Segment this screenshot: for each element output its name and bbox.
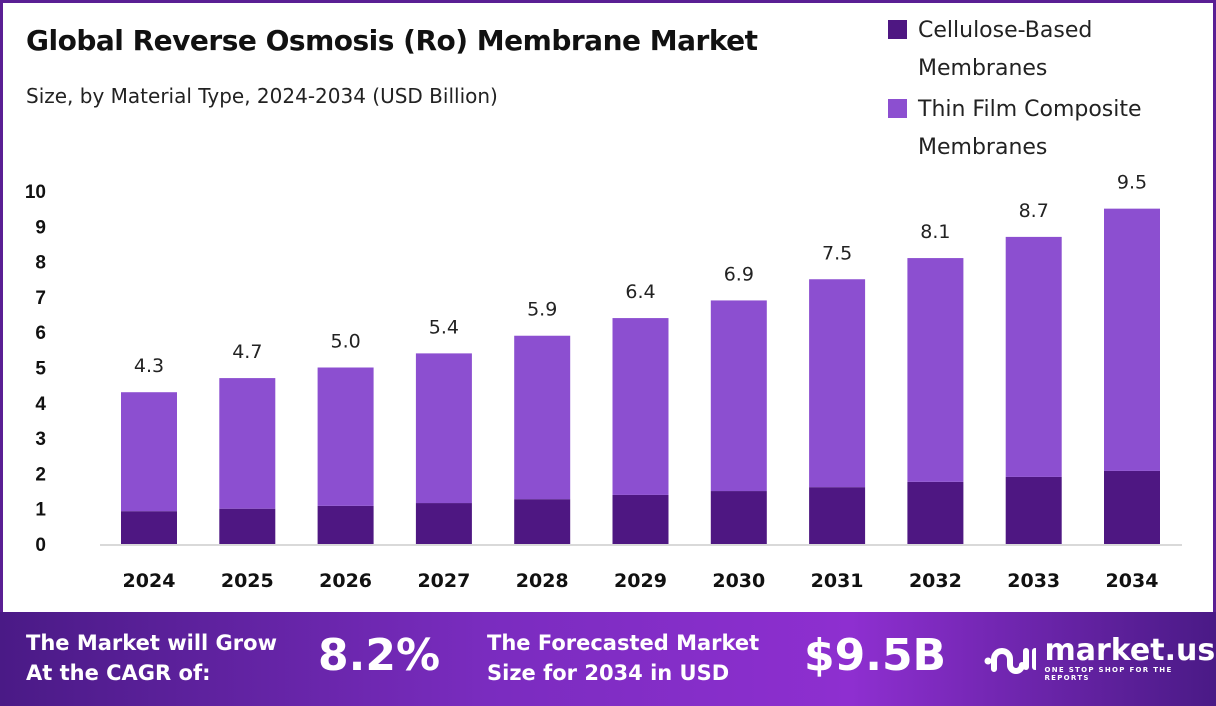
market-size-value: $9.5B [804,630,947,681]
bar-segment-cellulose [710,491,767,544]
bar-segment-cellulose [907,481,964,544]
legend-swatch [888,20,907,39]
y-tick-label: 8 [35,253,46,274]
x-tick-label: 2024 [123,570,176,592]
x-tick-label: 2034 [1106,570,1159,592]
y-tick-label: 0 [35,535,46,556]
logo-icon [984,648,1037,674]
bar-segment-cellulose [121,511,177,544]
y-tick-label: 10 [25,182,46,203]
bar-segment-cellulose [612,494,669,544]
market-size-label: The Forecasted Market Size for 2034 in U… [487,631,760,685]
y-tick-label: 2 [35,464,46,485]
y-tick-label: 1 [35,500,46,521]
x-tick-label: 2030 [712,570,765,592]
total-label: 8.7 [1019,200,1049,222]
total-label: 9.5 [1117,172,1147,194]
total-label: 7.5 [822,242,852,264]
x-tick-label: 2029 [614,570,667,592]
y-tick-label: 6 [35,323,46,344]
bar-segment-thin-film [1104,208,1160,471]
bar-segment-thin-film [317,367,374,506]
bar-segment-cellulose [1104,470,1160,544]
total-label: 8.1 [920,221,950,243]
x-tick-label: 2028 [516,570,569,592]
bar-segment-cellulose [219,508,276,544]
legend-item-thin-film: Thin Film Composite Membranes [888,91,1208,167]
x-tick-label: 2033 [1007,570,1060,592]
bar-chart: 0 1 2 3 4 5 6 7 8 9 10 4.3 2024 4.7 2025 5.0 2026 5.4 2027… [25,172,1182,592]
total-label: 5.9 [527,299,557,321]
summary-banner: The Market will Grow At the CAGR of: 8.2… [0,612,1216,706]
total-label: 6.4 [625,281,655,303]
x-tick-label: 2026 [319,570,372,592]
legend: Cellulose-Based Membranes Thin Film Comp… [888,12,1208,170]
total-label: 6.9 [724,263,754,285]
logo-name: market.us [1044,633,1216,668]
bar-segment-thin-film [415,353,472,504]
cagr-label: The Market will Grow At the CAGR of: [26,631,277,685]
legend-label: Cellulose-Based Membranes [918,18,1093,81]
cagr-value: 8.2% [318,630,441,681]
total-label: 5.0 [330,331,360,353]
bar-segment-thin-film [219,378,276,509]
bar-segment-thin-film [809,279,866,488]
bar-segment-thin-film [612,318,669,495]
x-tick-label: 2031 [811,570,864,592]
y-tick-label: 9 [35,217,46,238]
y-tick-label: 3 [35,429,46,450]
bar-segment-thin-film [1005,236,1062,477]
y-tick-label: 7 [35,288,46,309]
bar-segment-thin-film [907,258,964,482]
legend-item-cellulose: Cellulose-Based Membranes [888,12,1208,88]
x-tick-label: 2025 [221,570,274,592]
bar-segment-thin-film [121,392,177,512]
total-label: 4.3 [134,355,164,377]
bar-segment-cellulose [809,487,866,544]
total-label: 4.7 [232,341,262,363]
y-tick-label: 4 [35,394,46,415]
chart-title: Global Reverse Osmosis (Ro) Membrane Mar… [26,24,758,57]
bar-segment-cellulose [514,499,571,544]
y-tick-label: 5 [35,359,46,380]
bar-segment-thin-film [710,300,767,492]
bar-segment-cellulose [415,503,472,544]
total-label: 5.4 [429,316,459,338]
chart-subtitle: Size, by Material Type, 2024-2034 (USD B… [26,84,498,108]
logo-tagline: ONE STOP SHOP FOR THE REPORTS [1044,666,1173,682]
bar-segment-thin-film [514,335,571,500]
bar-segment-cellulose [1005,476,1062,544]
x-tick-label: 2032 [909,570,962,592]
bar-segment-cellulose [317,505,374,544]
market-us-logo: market.us ONE STOP SHOP FOR THE REPORTS [982,636,1216,682]
x-tick-label: 2027 [417,570,470,592]
legend-swatch [888,99,907,118]
legend-label: Thin Film Composite Membranes [918,97,1142,160]
